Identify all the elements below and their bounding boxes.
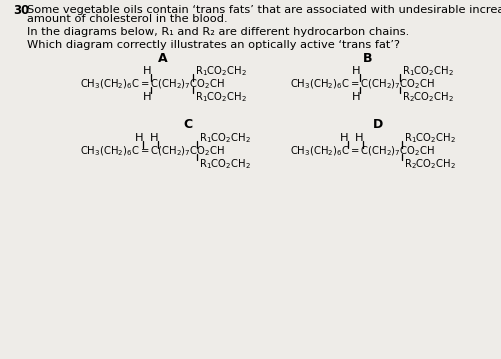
Text: R$_1$CO$_2$CH$_2$: R$_1$CO$_2$CH$_2$ — [194, 90, 246, 104]
Text: H: H — [351, 66, 360, 76]
Text: D: D — [372, 118, 382, 131]
Text: Some vegetable oils contain ‘trans fats’ that are associated with undesirable in: Some vegetable oils contain ‘trans fats’… — [27, 5, 501, 15]
Text: H: H — [134, 133, 143, 143]
Text: R$_2$CO$_2$CH$_2$: R$_2$CO$_2$CH$_2$ — [403, 157, 455, 171]
Text: A: A — [158, 51, 167, 65]
Text: R$_2$CO$_2$CH$_2$: R$_2$CO$_2$CH$_2$ — [401, 90, 453, 104]
Text: R$_1$CO$_2$CH$_2$: R$_1$CO$_2$CH$_2$ — [194, 64, 246, 78]
Text: R$_1$CO$_2$CH$_2$: R$_1$CO$_2$CH$_2$ — [198, 157, 250, 171]
Text: H: H — [354, 133, 363, 143]
Text: H: H — [149, 133, 158, 143]
Text: R$_1$CO$_2$CH$_2$: R$_1$CO$_2$CH$_2$ — [198, 131, 250, 145]
Text: H: H — [142, 66, 151, 76]
Text: amount of cholesterol in the blood.: amount of cholesterol in the blood. — [27, 14, 227, 24]
Text: Which diagram correctly illustrates an optically active ‘trans fat’?: Which diagram correctly illustrates an o… — [27, 40, 399, 50]
Text: R$_1$CO$_2$CH$_2$: R$_1$CO$_2$CH$_2$ — [403, 131, 455, 145]
Text: 30: 30 — [13, 4, 29, 17]
Text: B: B — [363, 51, 372, 65]
Text: CH$_3$(CH$_2$)$_6$C$=$C(CH$_2$)$_7$CO$_2$CH: CH$_3$(CH$_2$)$_6$C$=$C(CH$_2$)$_7$CO$_2… — [80, 77, 224, 91]
Text: H: H — [142, 92, 151, 102]
Text: R$_1$CO$_2$CH$_2$: R$_1$CO$_2$CH$_2$ — [401, 64, 453, 78]
Text: CH$_3$(CH$_2$)$_6$C$=$C(CH$_2$)$_7$CO$_2$CH: CH$_3$(CH$_2$)$_6$C$=$C(CH$_2$)$_7$CO$_2… — [80, 144, 224, 158]
Text: C: C — [183, 118, 192, 131]
Text: H: H — [339, 133, 348, 143]
Text: CH$_3$(CH$_2$)$_6$C$=$C(CH$_2$)$_7$CO$_2$CH: CH$_3$(CH$_2$)$_6$C$=$C(CH$_2$)$_7$CO$_2… — [290, 77, 434, 91]
Text: In the diagrams below, R₁ and R₂ are different hydrocarbon chains.: In the diagrams below, R₁ and R₂ are dif… — [27, 27, 408, 37]
Text: CH$_3$(CH$_2$)$_6$C$=$C(CH$_2$)$_7$CO$_2$CH: CH$_3$(CH$_2$)$_6$C$=$C(CH$_2$)$_7$CO$_2… — [290, 144, 434, 158]
Text: H: H — [351, 92, 360, 102]
